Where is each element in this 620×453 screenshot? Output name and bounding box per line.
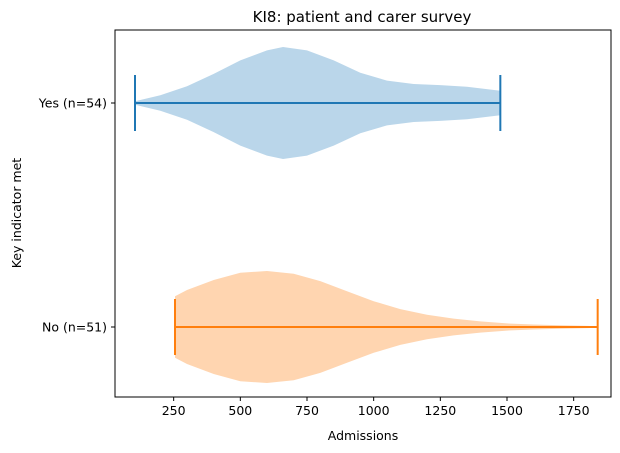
x-tick-label: 750 <box>295 403 319 418</box>
x-tick-label: 1500 <box>491 403 523 418</box>
chart-title: KI8: patient and carer survey <box>253 8 472 26</box>
x-tick-label: 250 <box>162 403 186 418</box>
x-tick-label: 1000 <box>358 403 390 418</box>
plot-frame <box>114 29 612 398</box>
y-axis-label: Key indicator met <box>9 158 24 268</box>
x-axis-label: Admissions <box>328 428 399 443</box>
x-tick-label: 1250 <box>424 403 456 418</box>
violin-yes-n-54 <box>134 47 502 159</box>
y-tick-label: Yes (n=54) <box>38 96 107 111</box>
x-tick-label: 1750 <box>558 403 590 418</box>
x-axis-ticks: 250 500 750 1000 1250 1500 1750 <box>162 397 590 418</box>
violins <box>134 47 599 383</box>
x-tick-label: 500 <box>228 403 252 418</box>
y-axis-ticks: Yes (n=54) No (n=51) <box>38 96 115 335</box>
violin-no-n-51 <box>174 271 599 383</box>
y-tick-label: No (n=51) <box>42 320 107 335</box>
